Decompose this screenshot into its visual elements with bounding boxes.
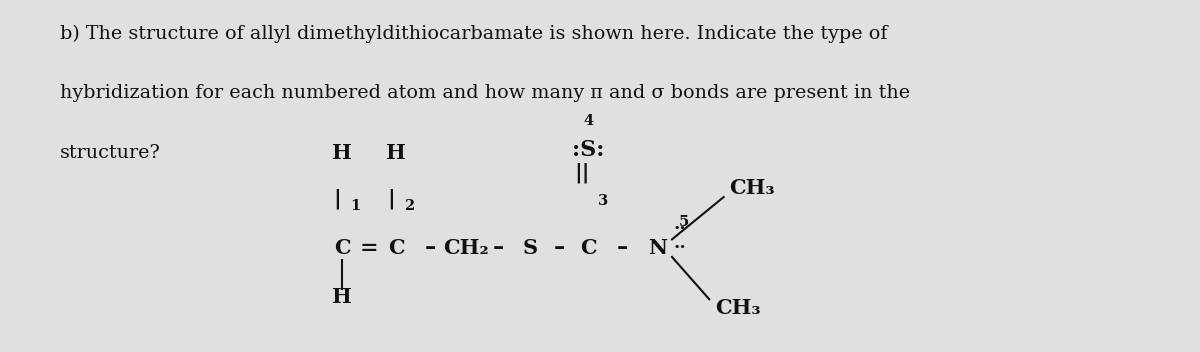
Text: =: =: [360, 237, 378, 259]
Text: 2: 2: [404, 199, 415, 213]
Text: –: –: [425, 237, 437, 259]
Text: C: C: [580, 238, 596, 258]
Text: CH₃: CH₃: [730, 178, 775, 198]
Text: 5: 5: [679, 215, 690, 229]
Text: ··: ··: [673, 239, 686, 257]
Text: :S:: :S:: [572, 139, 604, 161]
Text: 1: 1: [350, 199, 361, 213]
Text: –: –: [492, 237, 504, 259]
Text: C: C: [388, 238, 404, 258]
Text: 4: 4: [583, 114, 593, 128]
Text: –: –: [553, 237, 565, 259]
Text: N: N: [648, 238, 667, 258]
Text: CH₃: CH₃: [715, 298, 761, 318]
Text: H: H: [332, 288, 352, 307]
Text: ||: ||: [575, 162, 589, 183]
Text: H: H: [332, 143, 352, 163]
Text: H: H: [386, 143, 406, 163]
Text: ··: ··: [673, 220, 686, 238]
Text: –: –: [617, 237, 629, 259]
Text: |: |: [388, 189, 395, 209]
Text: b) The structure of allyl dimethyldithiocarbamate is shown here. Indicate the ty: b) The structure of allyl dimethyldithio…: [60, 25, 888, 43]
Text: hybridization for each numbered atom and how many π and σ bonds are present in t: hybridization for each numbered atom and…: [60, 84, 910, 102]
Text: C: C: [334, 238, 350, 258]
Text: |: |: [334, 189, 341, 209]
Text: CH₂: CH₂: [443, 238, 488, 258]
Text: structure?: structure?: [60, 144, 161, 162]
Text: 3: 3: [598, 194, 607, 208]
Text: S: S: [523, 238, 538, 258]
